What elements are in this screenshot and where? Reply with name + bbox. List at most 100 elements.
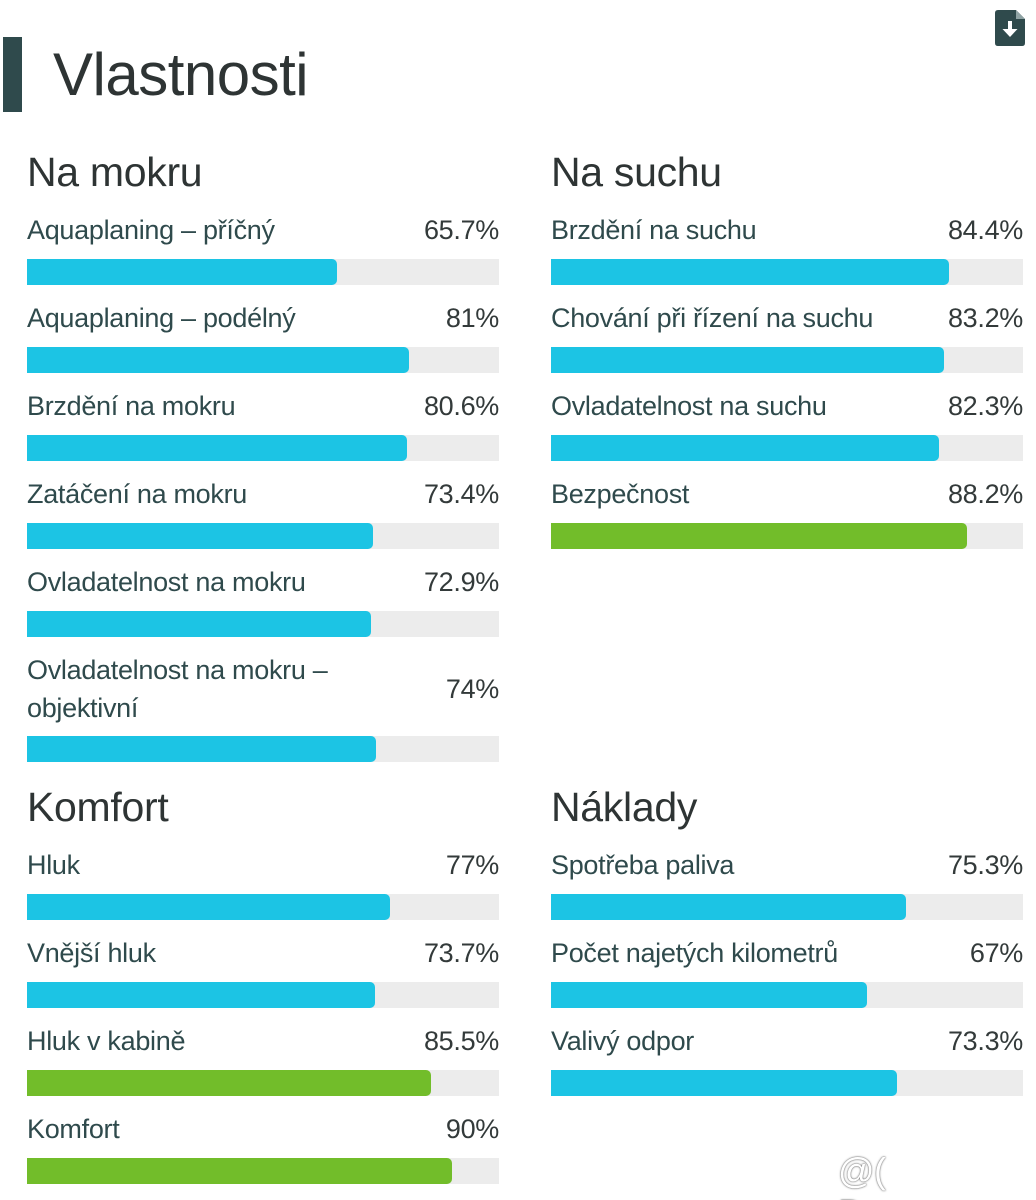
progress-bar-fill [27, 1070, 431, 1096]
metric-value: 65.7% [423, 215, 499, 245]
progress-bar-fill [27, 1158, 452, 1184]
metric-list-dry: Brzdění na suchu 84.4% Chování při řízení … [551, 197, 1023, 549]
section-costs: Náklady Spotřeba paliva 75.3% Počet najetý… [551, 782, 1023, 1096]
metric-value: 72.9% [423, 567, 499, 597]
metric-value: 73.3% [947, 1026, 1023, 1056]
progress-bar-track [27, 611, 499, 637]
progress-bar-track [551, 523, 1023, 549]
progress-bar-track [27, 982, 499, 1008]
metric-row: Ovladatelnost na mokru – objektivní 74% [27, 637, 499, 762]
progress-bar-fill [27, 894, 391, 920]
section-title-wet: Na mokru [27, 149, 203, 195]
metric-row: Bezpečnost 88.2% [551, 461, 1023, 549]
metric-value: 81% [445, 303, 499, 333]
metric-label: Brzdění na mokru [27, 391, 236, 421]
metric-row: Počet najetých kilometrů 67% [551, 920, 1023, 1008]
metric-value: 80.6% [423, 391, 499, 421]
progress-bar-track [27, 736, 499, 762]
progress-bar-track [551, 894, 1023, 920]
metric-value: 73.4% [423, 479, 499, 509]
metric-label: Bezpečnost [551, 479, 690, 509]
progress-bar-fill [27, 736, 377, 762]
progress-bar-track [27, 347, 499, 373]
metric-label: Ovladatelnost na mokru – objektivní [27, 655, 328, 723]
section-title-dry: Na suchu [551, 149, 722, 195]
progress-bar-track [551, 982, 1023, 1008]
progress-bar-fill [27, 523, 374, 549]
metric-row: Valivý odpor 73.3% [551, 1008, 1023, 1096]
progress-bar-track [551, 259, 1023, 285]
section-title-comfort: Komfort [27, 784, 169, 830]
metric-row: Hluk v kabině 85.5% [27, 1008, 499, 1096]
metric-value: 88.2% [947, 479, 1023, 509]
metric-row: Aquaplaning – příčný 65.7% [27, 197, 499, 285]
progress-bar-fill [551, 347, 944, 373]
metric-label: Aquaplaning – podélný [27, 303, 296, 333]
metric-row: Brzdění na mokru 80.6% [27, 373, 499, 461]
metric-label: Spotřeba paliva [551, 850, 735, 880]
progress-bar-fill [27, 347, 410, 373]
progress-bar-fill [551, 523, 968, 549]
metric-value: 85.5% [423, 1026, 499, 1056]
metric-row: Komfort 90% [27, 1096, 499, 1184]
metric-label: Komfort [27, 1114, 120, 1144]
progress-bar-track [27, 1158, 499, 1184]
metric-list-comfort: Hluk 77% Vnější hluk 73.7% Hluk v kabině 85.5… [27, 832, 499, 1184]
progress-bar-track [27, 894, 499, 920]
metric-row: Hluk 77% [27, 832, 499, 920]
progress-bar-track [551, 1070, 1023, 1096]
metric-label: Hluk v kabině [27, 1026, 186, 1056]
metric-value: 83.2% [947, 303, 1023, 333]
metric-label: Brzdění na suchu [551, 215, 757, 245]
metric-value: 73.7% [423, 938, 499, 968]
metric-label: Vnější hluk [27, 938, 156, 968]
metric-list-costs: Spotřeba paliva 75.3% Počet najetých kilom… [551, 832, 1023, 1096]
metric-value: 74% [445, 674, 499, 704]
page-title: Vlastnosti [53, 41, 309, 108]
section-dry: Na suchu Brzdění na suchu 84.4% Chování př… [551, 147, 1023, 549]
title-accent-bar [3, 37, 22, 112]
metric-label: Počet najetých kilometrů [551, 938, 838, 968]
section-wet: Na mokru Aquaplaning – příčný 65.7% Aquapl… [27, 147, 499, 762]
metric-label: Ovladatelnost na mokru [27, 567, 306, 597]
download-button[interactable] [995, 10, 1025, 46]
section-comfort: Komfort Hluk 77% Vnější hluk 73.7% Hluk v ka… [27, 782, 499, 1184]
progress-bar-fill [551, 894, 907, 920]
section-title-costs: Náklady [551, 784, 698, 830]
progress-bar-fill [551, 259, 950, 285]
metric-value: 84.4% [947, 215, 1023, 245]
metric-row: Zatáčení na mokru 73.4% [27, 461, 499, 549]
progress-bar-fill [551, 982, 868, 1008]
metric-label: Chování při řízení na suchu [551, 303, 874, 333]
metric-row: Vnější hluk 73.7% [27, 920, 499, 1008]
metric-label: Ovladatelnost na suchu [551, 391, 827, 421]
progress-bar-fill [27, 259, 338, 285]
metric-label: Aquaplaning – příčný [27, 215, 275, 245]
metric-label: Valivý odpor [551, 1026, 694, 1056]
progress-bar-track [551, 435, 1023, 461]
progress-bar-track [27, 1070, 499, 1096]
metric-value: 67% [969, 938, 1023, 968]
metric-list-wet: Aquaplaning – příčný 65.7% Aquaplaning – p… [27, 197, 499, 762]
metric-row: Spotřeba paliva 75.3% [551, 832, 1023, 920]
metric-row: Brzdění na suchu 84.4% [551, 197, 1023, 285]
watermark: @( Bazos.cz [838, 1150, 981, 1200]
metric-row: Aquaplaning – podélný 81% [27, 285, 499, 373]
progress-bar-fill [27, 982, 375, 1008]
file-download-icon [995, 10, 1025, 46]
metric-row: Ovladatelnost na suchu 82.3% [551, 373, 1023, 461]
metric-label: Zatáčení na mokru [27, 479, 248, 509]
metric-row: Ovladatelnost na mokru 72.9% [27, 549, 499, 637]
progress-bar-track [551, 347, 1023, 373]
progress-bar-fill [27, 611, 372, 637]
metric-row: Chování při řízení na suchu 83.2% [551, 285, 1023, 373]
progress-bar-fill [551, 1070, 897, 1096]
metric-value: 90% [445, 1114, 499, 1144]
metric-label: Hluk [27, 850, 80, 880]
metric-value: 77% [445, 850, 499, 880]
progress-bar-fill [551, 435, 940, 461]
metric-value: 82.3% [947, 391, 1023, 421]
progress-bar-fill [27, 435, 408, 461]
progress-bar-track [27, 435, 499, 461]
